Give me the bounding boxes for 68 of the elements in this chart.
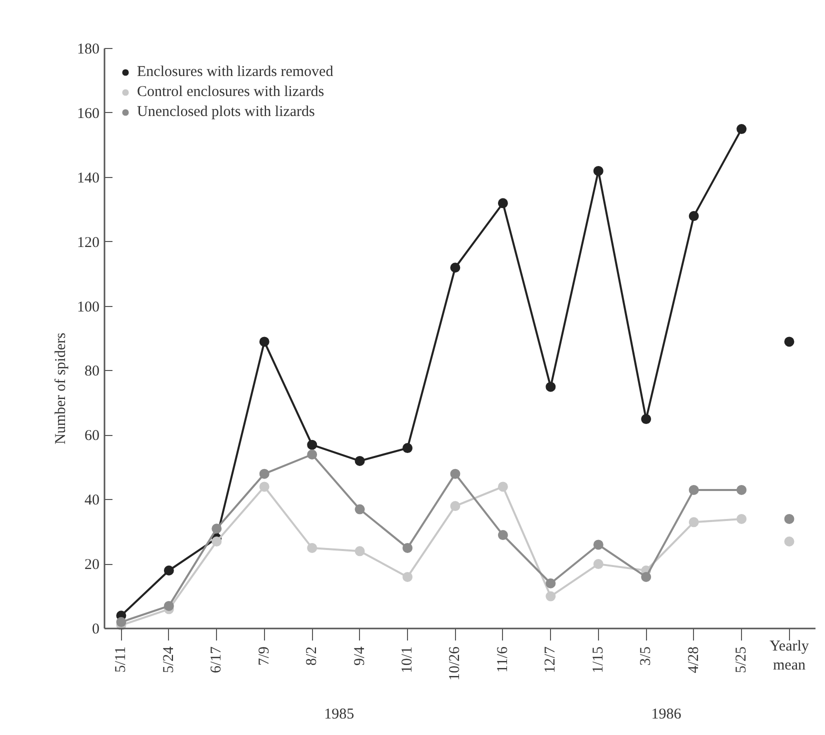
- point: [546, 578, 556, 588]
- x-tick-label: 4/28: [686, 646, 702, 674]
- y-axis-title: Number of spiders: [53, 332, 69, 444]
- x-tick-label: 6/17: [208, 646, 225, 674]
- point: [498, 530, 508, 540]
- point: [593, 540, 604, 550]
- point: [546, 591, 556, 602]
- x-tick-label: 5/24: [160, 646, 177, 674]
- point: [641, 414, 652, 424]
- point: [688, 484, 699, 495]
- point: [259, 468, 270, 479]
- x-tick-label: 9/4: [352, 646, 368, 666]
- legend-label: Control enclosures with lizards: [137, 84, 324, 100]
- point: [212, 536, 222, 546]
- y-tick-label: 120: [77, 234, 100, 251]
- point: [354, 504, 365, 514]
- point: [736, 484, 747, 495]
- point: [736, 124, 747, 134]
- x-tick-label: 8/2: [304, 646, 320, 666]
- point: [354, 456, 365, 466]
- point: [402, 443, 413, 454]
- point: [688, 517, 699, 528]
- point: [593, 559, 604, 570]
- x-tick-label: 10/26: [447, 646, 464, 681]
- point: [354, 546, 365, 556]
- point: [307, 542, 318, 553]
- y-tick-label: 160: [77, 106, 100, 122]
- point: [402, 542, 413, 553]
- legend-label: Unenclosed plots with lizards: [137, 104, 315, 120]
- point: [498, 482, 508, 492]
- point: [259, 336, 270, 347]
- y-tick-label: 40: [84, 492, 100, 509]
- y-tick-label: 80: [84, 364, 100, 380]
- point: [593, 166, 604, 176]
- x-tick-label: 3/5: [638, 646, 654, 666]
- x-tick-label: 5/11: [113, 646, 130, 673]
- y-tick-label: 100: [77, 299, 100, 316]
- x-tick-label: 7/9: [256, 646, 272, 666]
- y-tick-label: 0: [92, 622, 100, 638]
- text: 1985: [324, 706, 354, 722]
- x-tick-label: 11/6: [494, 646, 511, 673]
- point: [450, 262, 460, 273]
- point: [212, 524, 222, 534]
- y-tick-label: 20: [84, 557, 100, 574]
- point: [546, 382, 556, 392]
- y-tick-label: 180: [77, 42, 100, 58]
- x-tick-label: 5/25: [734, 646, 750, 674]
- point: [498, 198, 508, 208]
- y-tick-label: 60: [84, 428, 100, 444]
- point: [736, 514, 747, 524]
- point: [450, 468, 460, 479]
- point: [402, 572, 413, 582]
- y-tick-label: 140: [77, 170, 100, 186]
- point: [259, 482, 270, 492]
- text: 1986: [651, 706, 682, 722]
- point: [641, 572, 652, 582]
- point: [307, 440, 318, 450]
- point: [116, 617, 126, 628]
- x-tick-label: 1/15: [590, 646, 606, 674]
- x-tick-label: 10/1: [400, 646, 416, 674]
- point: [164, 566, 174, 576]
- legend-label: Enclosures with lizards removed: [137, 64, 334, 80]
- x-tick-label: 12/7: [542, 646, 559, 674]
- x-tick-label: Yearly mean: [770, 638, 810, 674]
- point: [164, 600, 174, 611]
- point: [307, 450, 318, 460]
- point: [688, 211, 699, 222]
- point: [450, 501, 460, 512]
